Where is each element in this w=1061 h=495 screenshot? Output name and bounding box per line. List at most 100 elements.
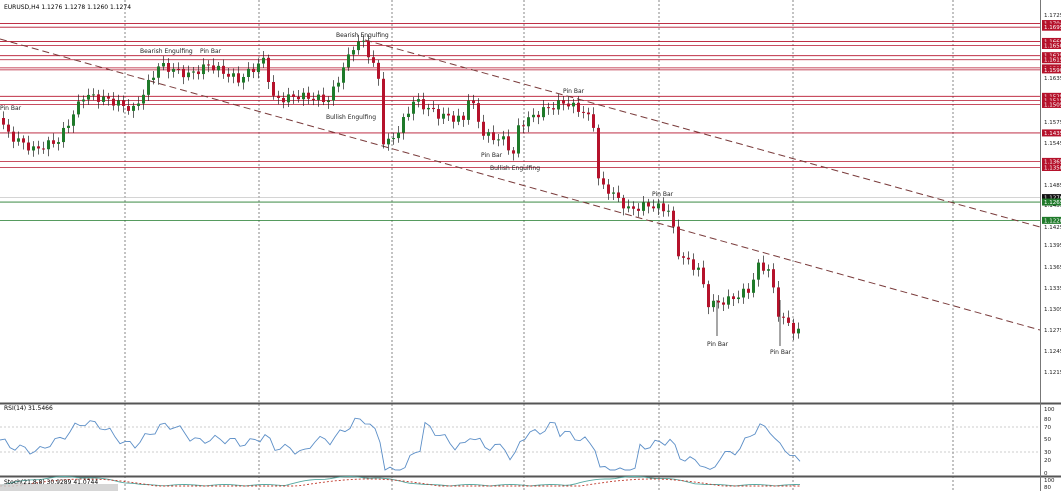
candle-body <box>292 94 295 97</box>
candle-body <box>792 322 795 334</box>
candle-body <box>442 113 445 119</box>
candle-body <box>622 197 625 209</box>
candle-body <box>537 114 540 118</box>
price-level-label: 1.1615 <box>1044 58 1061 64</box>
price-level-tag <box>1042 52 1061 60</box>
price-level-label: 1.1590 <box>1044 68 1061 74</box>
candle-body <box>287 94 290 103</box>
candle-body <box>777 287 780 317</box>
price-level-label: 1.1220 <box>1044 218 1061 224</box>
candle-body <box>367 40 370 58</box>
candle-body <box>262 57 265 64</box>
candle-body <box>352 50 355 55</box>
candle-body <box>337 82 340 87</box>
candle-body <box>7 124 10 132</box>
pattern-annotation: Pin Bar <box>481 152 503 159</box>
rsi-line <box>0 417 801 471</box>
candles-layer <box>2 34 800 346</box>
candle-body <box>582 111 585 113</box>
price-level-tag <box>1042 56 1061 64</box>
candle-body <box>22 138 25 143</box>
candle-body <box>632 206 635 209</box>
price-tick: 1.1395 <box>1044 243 1061 249</box>
rsi-tick: 20 <box>1044 458 1051 464</box>
candle-body <box>17 138 20 142</box>
candle-body <box>322 94 325 103</box>
stoch-tick: 100 <box>1044 478 1055 484</box>
candle-body <box>377 62 380 79</box>
candle-body <box>747 288 750 293</box>
candle-body <box>672 210 675 227</box>
candle-body <box>332 86 335 101</box>
candle-body <box>697 267 700 270</box>
price-tick: 1.1245 <box>1044 349 1061 355</box>
trendlines-layer <box>0 38 1041 331</box>
candle-body <box>602 178 605 185</box>
candle-body <box>512 150 515 154</box>
price-level-label: 1.1435 <box>1044 131 1061 137</box>
candle-body <box>67 125 70 128</box>
candle-body <box>752 279 755 293</box>
candle-body <box>417 99 420 102</box>
price-tick: 1.1635 <box>1044 76 1061 82</box>
candle-body <box>362 40 365 42</box>
candle-body <box>342 67 345 83</box>
candle-body <box>207 64 210 66</box>
candle-body <box>177 68 180 70</box>
candle-body <box>432 107 435 110</box>
candle-body <box>222 65 225 74</box>
candle-body <box>182 68 185 78</box>
candle-body <box>162 63 165 67</box>
grid-layer <box>0 0 1040 491</box>
candle-body <box>62 127 65 143</box>
rsi-tick: 50 <box>1044 437 1051 443</box>
candle-body <box>327 100 330 103</box>
candle-body <box>422 99 425 110</box>
stoch-tick: 80 <box>1044 485 1051 491</box>
candle-body <box>317 94 320 100</box>
candle-body <box>282 97 285 103</box>
price-level-tag <box>1042 216 1061 224</box>
candle-body <box>457 115 460 122</box>
candle-body <box>372 57 375 63</box>
price-level-tag <box>1042 92 1061 100</box>
price-tick: 1.1215 <box>1044 370 1061 376</box>
candle-body <box>702 267 705 285</box>
candle-body <box>642 202 645 211</box>
candle-body <box>782 316 785 318</box>
candle-body <box>677 226 680 257</box>
price-level-label: 1.1695 <box>1044 25 1061 31</box>
price-level-tag <box>1042 198 1061 206</box>
price-tick: 1.1275 <box>1044 328 1061 334</box>
candle-body <box>172 68 175 72</box>
candle-body <box>477 103 480 122</box>
price-tick: 1.1365 <box>1044 265 1061 271</box>
candle-body <box>607 184 610 194</box>
pattern-annotation: Pin Bar <box>0 105 22 112</box>
candle-body <box>682 256 685 258</box>
candle-body <box>577 102 580 112</box>
candle-body <box>192 71 195 73</box>
price-level-tag <box>1042 96 1061 104</box>
rsi-tick: 0 <box>1044 471 1048 477</box>
price-tick: 1.1335 <box>1044 286 1061 292</box>
candle-body <box>737 297 740 300</box>
candle-body <box>302 92 305 100</box>
candle-body <box>667 210 670 212</box>
candle-body <box>787 317 790 323</box>
candle-body <box>547 107 550 109</box>
price-tick: 1.1545 <box>1044 141 1061 147</box>
candle-body <box>197 71 200 75</box>
price-level-label: 1.1505 <box>1044 102 1061 108</box>
candle-body <box>397 132 400 139</box>
candle-body <box>277 95 280 98</box>
candle-body <box>122 100 125 107</box>
pattern-annotation: Bearish Engulfing <box>336 32 389 39</box>
candle-body <box>77 101 80 115</box>
candle-body <box>127 106 130 111</box>
candle-body <box>142 94 145 104</box>
candle-body <box>437 109 440 119</box>
candle-body <box>722 302 725 305</box>
